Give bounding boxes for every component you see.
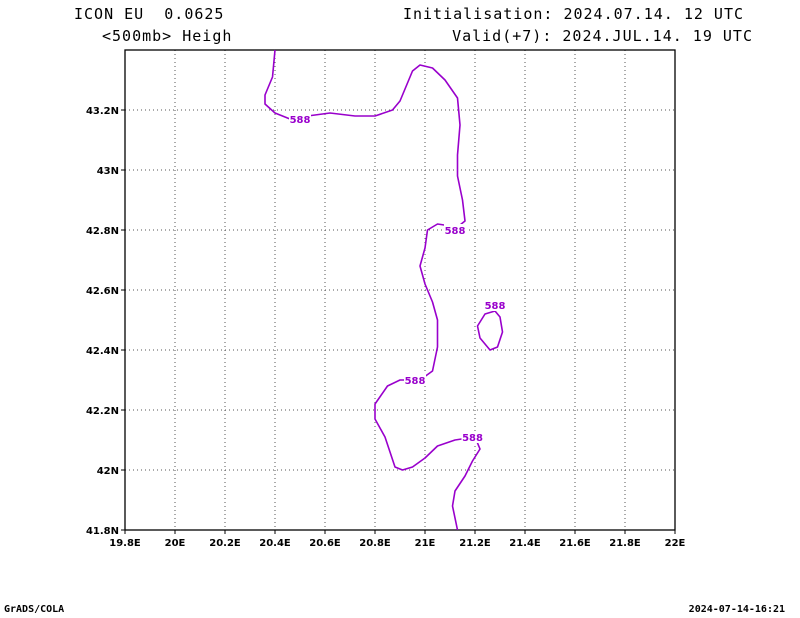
y-tick-label: 42.2N	[86, 406, 119, 417]
axis-ticks: 19.8E 20E 20.2E 20.4E 20.6E 20.8E 21E 21.2E 21.4…	[86, 106, 686, 549]
model-title: ICON EU 0.0625	[74, 5, 225, 23]
valid-time: Valid(+7): 2024.JUL.14. 19 UTC	[452, 27, 753, 45]
x-tick-label: 21E	[415, 538, 436, 549]
x-tick-label: 22E	[665, 538, 686, 549]
grid	[125, 50, 675, 530]
x-tick-label: 21.6E	[559, 538, 591, 549]
x-tick-label: 20.8E	[359, 538, 391, 549]
y-tick-label: 42N	[97, 466, 119, 477]
contour-label-bg	[444, 224, 466, 236]
y-tick-label: 43.2N	[86, 106, 119, 117]
x-tick-label: 19.8E	[109, 538, 141, 549]
contour-label: 588	[405, 376, 426, 387]
contour-label: 588	[462, 433, 483, 444]
contour-label-bg	[404, 374, 426, 386]
y-tick-label: 42.8N	[86, 226, 119, 237]
y-tick-label: 42.6N	[86, 286, 119, 297]
contour-label-bg	[289, 113, 311, 125]
contour-line	[476, 310, 504, 351]
init-time: Initialisation: 2024.07.14. 12 UTC	[402, 5, 744, 23]
x-tick-label: 20.2E	[209, 538, 241, 549]
field-title: <500mb> Heigh	[102, 27, 233, 45]
contour-line	[264, 49, 481, 531]
plot-frame	[124, 49, 676, 531]
x-tick-label: 20.4E	[259, 538, 291, 549]
software-credit: GrADS/COLA	[4, 604, 65, 615]
x-tick-label: 21.2E	[459, 538, 491, 549]
y-tick-label: 42.4N	[86, 346, 119, 357]
contour-label: 588	[445, 226, 466, 237]
x-tick-label: 21.4E	[509, 538, 541, 549]
contours: 588 588 588 588 588	[264, 49, 506, 531]
y-tick-label: 43N	[97, 166, 119, 177]
contour-label: 588	[485, 301, 506, 312]
contour-label: 588	[290, 115, 311, 126]
y-tick-label: 41.8N	[86, 526, 119, 537]
contour-label-bg	[461, 431, 484, 443]
x-tick-label: 20E	[165, 538, 186, 549]
contour-label-bg	[484, 299, 506, 311]
x-tick-label: 21.8E	[609, 538, 641, 549]
render-timestamp: 2024-07-14-16:21	[688, 604, 785, 615]
x-tick-label: 20.6E	[309, 538, 341, 549]
